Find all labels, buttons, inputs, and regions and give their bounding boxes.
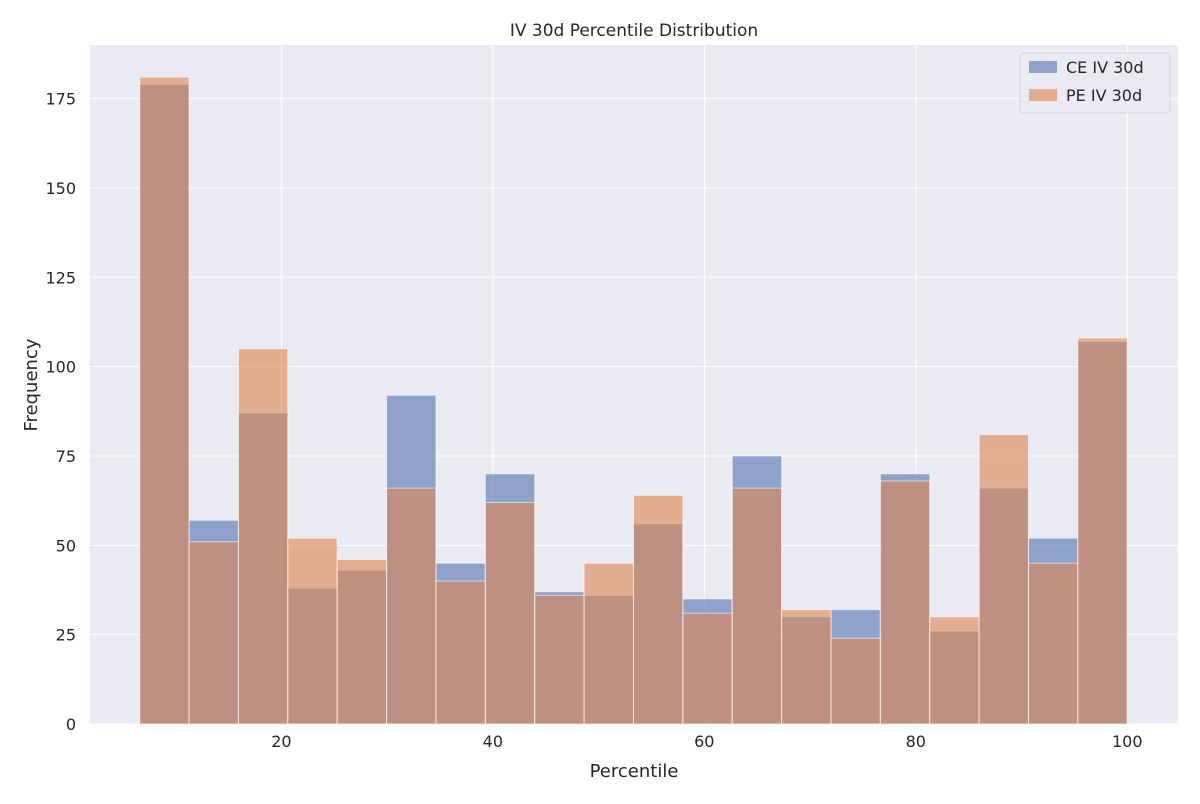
bars xyxy=(139,76,1128,725)
y-tick-label: 75 xyxy=(56,447,76,466)
bar-pe-14 xyxy=(830,637,881,725)
y-axis-label: Frequency xyxy=(21,338,42,431)
bar-pe-10 xyxy=(632,494,684,725)
y-tick-label: 0 xyxy=(66,715,76,734)
x-tick-label: 20 xyxy=(271,732,291,751)
bar-pe-6 xyxy=(435,580,486,725)
bar-pe-11 xyxy=(682,612,733,725)
legend-label-ce: CE IV 30d xyxy=(1066,58,1144,77)
legend-label-pe: PE IV 30d xyxy=(1066,86,1142,105)
bar-pe-19 xyxy=(1077,337,1128,725)
bar-pe-13 xyxy=(781,609,832,725)
x-tick-label: 100 xyxy=(1112,732,1143,751)
y-tick-label: 150 xyxy=(45,179,76,198)
y-tick-label: 100 xyxy=(45,358,76,377)
x-ticks: 20 40 60 80 100 xyxy=(271,732,1142,751)
bar-pe-0 xyxy=(139,76,190,725)
y-tick-label: 125 xyxy=(45,268,76,287)
bar-pe-4 xyxy=(336,559,388,725)
bar-pe-8 xyxy=(534,594,585,725)
bar-pe-3 xyxy=(287,537,338,725)
bar-pe-18 xyxy=(1027,562,1079,725)
bar-pe-16 xyxy=(929,616,980,725)
chart-title: IV 30d Percentile Distribution xyxy=(510,21,758,41)
y-tick-label: 50 xyxy=(56,536,76,555)
y-tick-label: 25 xyxy=(56,626,76,645)
bar-pe-1 xyxy=(188,541,239,725)
legend-swatch-pe xyxy=(1029,89,1057,101)
legend: CE IV 30d PE IV 30d xyxy=(1019,52,1171,114)
x-axis-label: Percentile xyxy=(590,761,679,782)
bar-pe-7 xyxy=(484,501,536,725)
x-tick-label: 60 xyxy=(694,732,714,751)
bar-pe-15 xyxy=(879,480,931,725)
bar-pe-17 xyxy=(978,434,1029,725)
x-tick-label: 80 xyxy=(906,732,926,751)
bar-pe-2 xyxy=(237,348,289,725)
bar-pe-5 xyxy=(386,487,437,725)
x-tick-label: 40 xyxy=(483,732,503,751)
y-ticks: 0 25 50 75 100 125 150 175 xyxy=(45,90,76,734)
bar-pe-9 xyxy=(583,562,634,725)
y-tick-label: 175 xyxy=(45,90,76,109)
bar-pe-12 xyxy=(731,487,783,725)
legend-box xyxy=(1019,52,1171,114)
legend-swatch-ce xyxy=(1029,61,1057,73)
